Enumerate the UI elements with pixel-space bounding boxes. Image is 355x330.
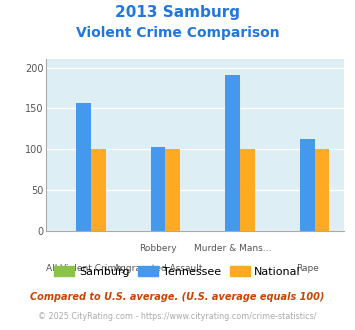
Bar [300,139,315,231]
Bar [225,75,240,231]
Bar [151,147,165,231]
Legend: Samburg, Tennessee, National: Samburg, Tennessee, National [50,261,305,281]
Text: Rape: Rape [296,264,318,273]
Text: Aggravated Assault: Aggravated Assault [114,264,202,273]
Bar [240,149,255,231]
Bar [91,149,106,231]
Bar [165,149,180,231]
Bar [76,103,91,231]
Bar [315,149,329,231]
Text: Murder & Mans...: Murder & Mans... [194,244,271,253]
Text: © 2025 CityRating.com - https://www.cityrating.com/crime-statistics/: © 2025 CityRating.com - https://www.city… [38,312,317,321]
Text: 2013 Samburg: 2013 Samburg [115,5,240,20]
Text: Compared to U.S. average. (U.S. average equals 100): Compared to U.S. average. (U.S. average … [30,292,325,302]
Text: Robbery: Robbery [139,244,177,253]
Text: All Violent Crime: All Violent Crime [45,264,121,273]
Text: Violent Crime Comparison: Violent Crime Comparison [76,26,279,40]
